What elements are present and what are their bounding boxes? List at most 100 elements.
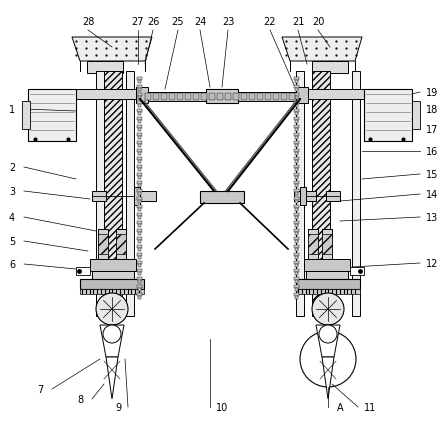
Bar — [294, 246, 299, 248]
Circle shape — [312, 293, 344, 325]
Bar — [295, 105, 298, 108]
Bar — [137, 270, 142, 273]
Circle shape — [103, 325, 121, 343]
Bar — [138, 89, 141, 92]
Bar — [295, 248, 298, 251]
Bar — [296, 88, 308, 104]
Bar — [137, 166, 142, 169]
Bar — [138, 153, 141, 156]
Bar — [322, 234, 332, 254]
Text: 3: 3 — [9, 187, 15, 197]
Bar — [294, 221, 299, 224]
Bar — [137, 214, 142, 217]
Bar — [104, 72, 122, 316]
Bar — [137, 277, 142, 280]
Bar — [295, 273, 298, 275]
Bar — [137, 174, 142, 177]
Bar — [201, 94, 207, 101]
Bar — [138, 137, 141, 140]
Bar — [304, 260, 350, 271]
Bar — [138, 81, 141, 84]
Bar — [137, 78, 142, 81]
Bar — [138, 264, 141, 267]
Text: 11: 11 — [364, 402, 376, 412]
Bar — [296, 289, 360, 294]
Bar — [296, 279, 360, 289]
Bar — [137, 86, 142, 89]
Bar — [295, 193, 298, 196]
Bar — [295, 169, 298, 171]
Bar — [138, 121, 141, 124]
Bar — [138, 193, 141, 196]
Bar — [233, 94, 239, 101]
Bar — [138, 256, 141, 260]
Bar — [134, 191, 156, 201]
Bar — [177, 94, 183, 101]
Bar — [138, 288, 141, 291]
Text: 6: 6 — [9, 260, 15, 270]
Text: 22: 22 — [264, 17, 276, 27]
Bar — [249, 94, 255, 101]
Bar — [296, 72, 304, 316]
Bar — [294, 181, 299, 184]
Bar — [295, 233, 298, 236]
Bar — [137, 237, 142, 240]
Bar — [76, 267, 90, 275]
Bar — [138, 129, 141, 132]
Bar — [294, 126, 299, 129]
Text: 24: 24 — [194, 17, 206, 27]
Text: 5: 5 — [9, 237, 15, 247]
Bar — [289, 94, 295, 101]
Bar — [185, 94, 191, 101]
Text: 19: 19 — [426, 88, 438, 98]
Bar — [138, 145, 141, 148]
Text: 17: 17 — [426, 125, 438, 135]
Bar — [281, 94, 287, 101]
Bar — [294, 174, 299, 177]
Bar — [294, 237, 299, 240]
Bar — [295, 264, 298, 267]
Text: 14: 14 — [426, 190, 438, 200]
Bar — [295, 177, 298, 180]
Bar — [80, 289, 144, 294]
Bar — [322, 230, 332, 260]
Bar — [295, 217, 298, 220]
Bar — [265, 94, 271, 101]
Bar — [412, 102, 420, 130]
Text: 20: 20 — [312, 17, 324, 27]
Bar — [137, 285, 142, 288]
Bar — [352, 72, 360, 316]
Bar — [300, 187, 306, 206]
Bar — [294, 166, 299, 169]
Text: 23: 23 — [222, 17, 234, 27]
Bar — [137, 230, 142, 233]
Bar — [137, 110, 142, 113]
Bar — [294, 134, 299, 137]
Bar — [326, 191, 340, 201]
Bar — [295, 240, 298, 243]
Bar — [217, 94, 223, 101]
Bar — [295, 288, 298, 291]
Text: 13: 13 — [426, 213, 438, 223]
Bar — [312, 72, 330, 316]
Bar — [225, 94, 231, 101]
Bar — [295, 89, 298, 92]
Text: 18: 18 — [426, 105, 438, 115]
Bar — [137, 253, 142, 256]
Bar — [295, 153, 298, 156]
Bar — [138, 97, 141, 100]
Polygon shape — [282, 38, 362, 62]
Bar — [80, 279, 144, 289]
Bar — [295, 121, 298, 124]
Bar — [138, 233, 141, 236]
Bar — [137, 134, 142, 137]
Text: 28: 28 — [82, 17, 94, 27]
Text: 21: 21 — [292, 17, 304, 27]
Bar — [294, 261, 299, 264]
Bar — [295, 208, 298, 211]
Circle shape — [319, 325, 337, 343]
Bar — [138, 217, 141, 220]
Bar — [169, 94, 175, 101]
Bar — [294, 206, 299, 208]
Bar — [193, 94, 199, 101]
